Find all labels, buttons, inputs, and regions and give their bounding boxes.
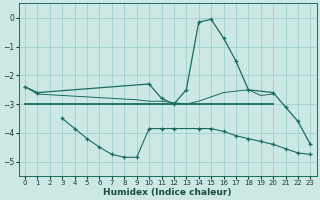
- X-axis label: Humidex (Indice chaleur): Humidex (Indice chaleur): [103, 188, 232, 197]
